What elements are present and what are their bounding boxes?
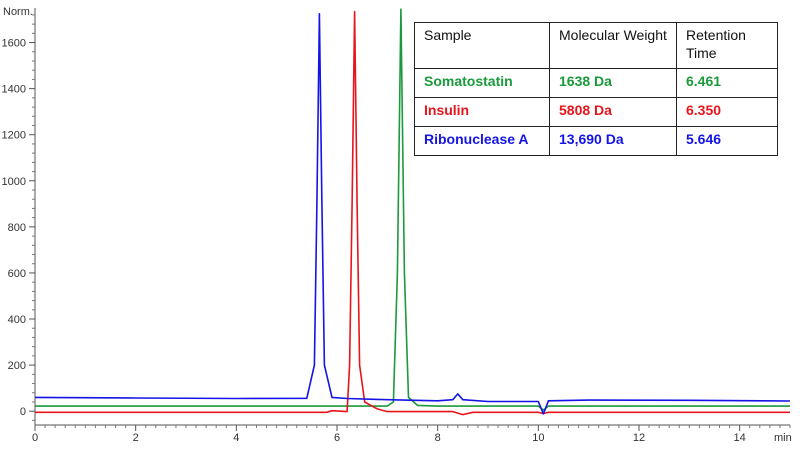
series-layer <box>34 8 791 416</box>
x-tick-label: 10 <box>532 432 544 444</box>
cell-molecular-weight: 13,690 Da <box>549 126 677 156</box>
header-molecular-weight: Molecular Weight <box>549 22 677 69</box>
cell-retention-time: 6.350 <box>676 97 778 127</box>
y-tick-label: 0 <box>20 406 26 418</box>
axes: 0 200 400 600 800 1000 1200 1400 1600 0 2 4 6 8 10 12 14… <box>2 6 792 444</box>
x-tick-label: 14 <box>734 432 746 444</box>
header-sample: Sample <box>414 22 550 69</box>
x-tick-label: 4 <box>233 432 239 444</box>
y-tick-label: 1000 <box>2 176 26 188</box>
sample-table: Sample Molecular Weight Retention Time S… <box>414 22 778 156</box>
x-tick-label: 12 <box>633 432 645 444</box>
x-tick-label: 0 <box>32 432 38 444</box>
cell-molecular-weight: 1638 Da <box>549 68 677 98</box>
y-tick-label: 1200 <box>2 130 26 142</box>
x-tick-label: 6 <box>334 432 340 444</box>
y-tick-label: 1600 <box>2 38 26 50</box>
cell-retention-time: 6.461 <box>676 68 778 98</box>
cell-sample: Somatostatin <box>414 68 550 98</box>
cell-sample: Insulin <box>414 97 550 127</box>
header-retention-time: Retention Time <box>676 22 778 69</box>
series-line-ribonuclease-a <box>34 13 791 415</box>
y-tick-label: 800 <box>8 222 26 234</box>
cell-molecular-weight: 5808 Da <box>549 97 677 127</box>
table-row: Insulin 5808 Da 6.350 <box>414 97 778 127</box>
y-tick-label: 600 <box>8 268 26 280</box>
y-tick-label: 1400 <box>2 84 26 96</box>
table-row: Ribonuclease A 13,690 Da 5.646 <box>414 126 778 156</box>
cell-retention-time: 5.646 <box>676 126 778 156</box>
y-tick-label: 200 <box>8 360 26 372</box>
x-tick-label: 2 <box>133 432 139 444</box>
series-line-insulin <box>35 10 790 416</box>
table-row: Somatostatin 1638 Da 6.461 <box>414 68 778 98</box>
x-axis-label: min <box>774 432 792 444</box>
y-axis-label: Norm. <box>3 6 33 18</box>
table-header-row: Sample Molecular Weight Retention Time <box>414 22 778 69</box>
cell-sample: Ribonuclease A <box>414 126 550 156</box>
y-tick-label: 400 <box>8 314 26 326</box>
x-tick-label: 8 <box>435 432 441 444</box>
